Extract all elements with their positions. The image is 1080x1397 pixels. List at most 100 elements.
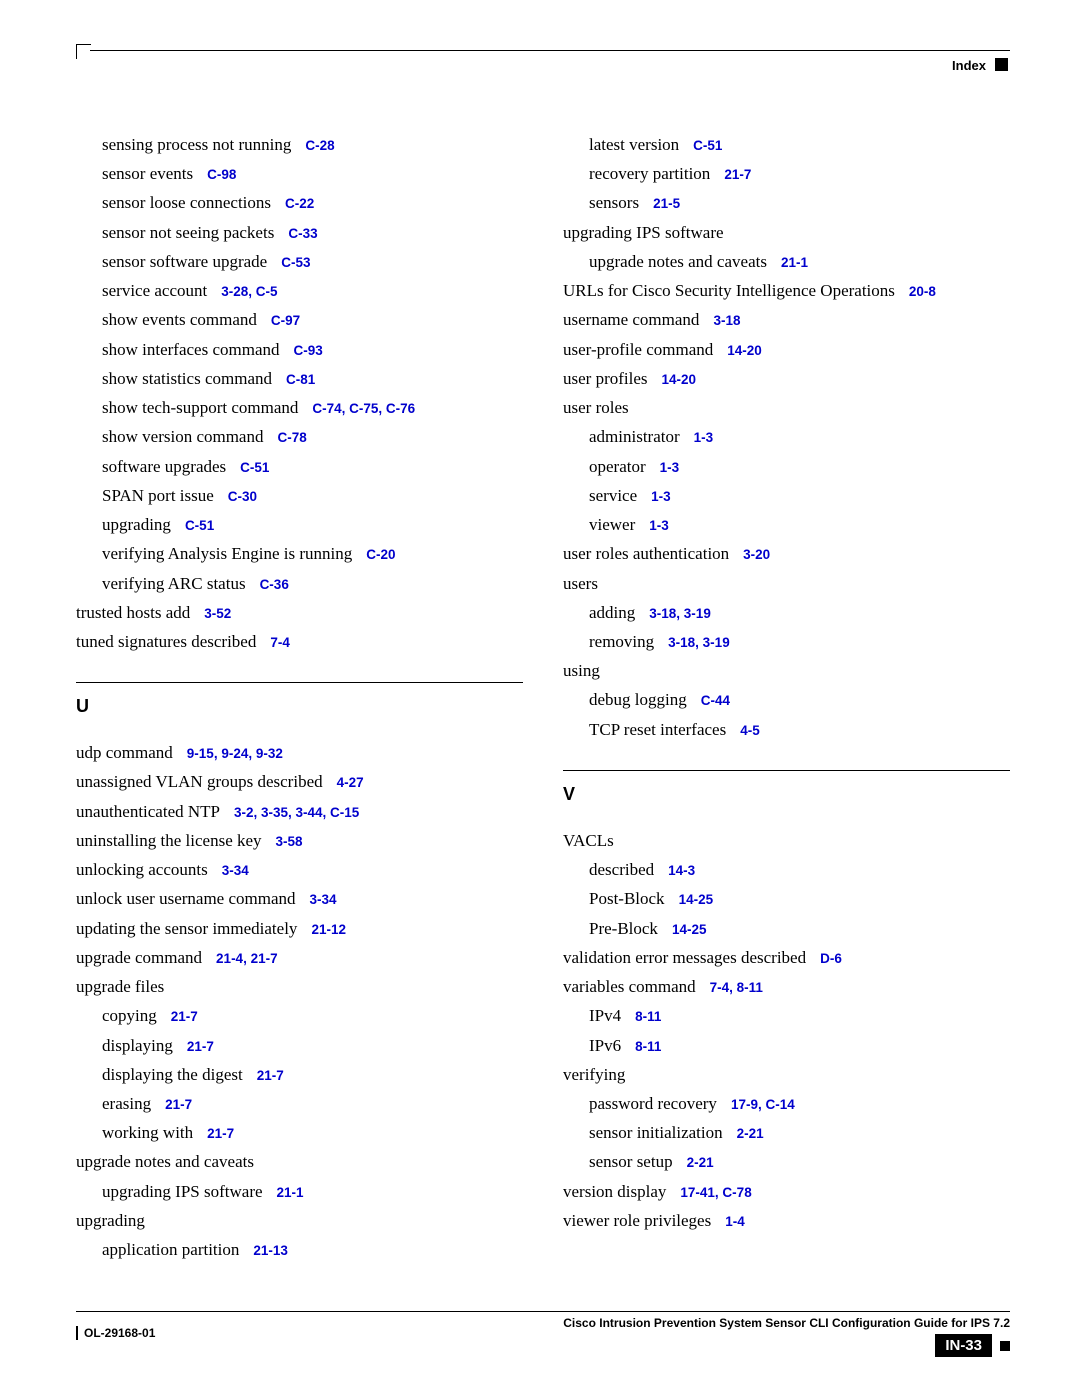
entry-text: software upgrades bbox=[102, 457, 226, 476]
page-ref-link[interactable]: 3-18 bbox=[713, 313, 740, 328]
page-ref-link[interactable]: 21-7 bbox=[724, 167, 751, 182]
index-entry: copying21-7 bbox=[76, 1001, 523, 1030]
page-ref-link[interactable]: C-20 bbox=[366, 547, 395, 562]
entry-text: show tech-support command bbox=[102, 398, 298, 417]
index-entry: upgrade command21-4, 21-7 bbox=[76, 943, 523, 972]
page-ref-link[interactable]: 21-12 bbox=[311, 922, 346, 937]
index-entry: unlocking accounts3-34 bbox=[76, 855, 523, 884]
page-ref-link[interactable]: C-22 bbox=[285, 196, 314, 211]
page-ref-link[interactable]: C-36 bbox=[260, 577, 289, 592]
page-ref-link[interactable]: C-81 bbox=[286, 372, 315, 387]
index-entry: users bbox=[563, 569, 1010, 598]
page-ref-link[interactable]: 17-9, C-14 bbox=[731, 1097, 795, 1112]
entry-text: uninstalling the license key bbox=[76, 831, 262, 850]
page-ref-link[interactable]: C-93 bbox=[294, 343, 323, 358]
index-entry: debug logging C-44 bbox=[563, 685, 1010, 714]
page-ref-link[interactable]: 3-34 bbox=[310, 892, 337, 907]
page-ref-link[interactable]: 4-27 bbox=[337, 775, 364, 790]
entry-text: IPv6 bbox=[589, 1036, 621, 1055]
page-ref-link[interactable]: C-28 bbox=[305, 138, 334, 153]
entry-text: password recovery bbox=[589, 1094, 717, 1113]
index-entry: uninstalling the license key 3-58 bbox=[76, 826, 523, 855]
page-ref-link[interactable]: 8-11 bbox=[635, 1039, 661, 1054]
page-ref-link[interactable]: 21-7 bbox=[257, 1068, 284, 1083]
page-ref-link[interactable]: 3-20 bbox=[743, 547, 770, 562]
page-ref-link[interactable]: 7-4 bbox=[270, 635, 290, 650]
entry-text: variables command bbox=[563, 977, 696, 996]
page-ref-link[interactable]: 1-3 bbox=[651, 489, 671, 504]
page-ref-link[interactable]: C-78 bbox=[277, 430, 306, 445]
entry-text: debug logging bbox=[589, 690, 687, 709]
index-entry: latest versionC-51 bbox=[563, 130, 1010, 159]
page-ref-link[interactable]: 9-15, 9-24, 9-32 bbox=[187, 746, 283, 761]
entry-text: sensor initialization bbox=[589, 1123, 723, 1142]
page-ref-link[interactable]: 7-4, 8-11 bbox=[710, 980, 763, 995]
page-ref-link[interactable]: 14-20 bbox=[662, 372, 697, 387]
page-ref-link[interactable]: 14-25 bbox=[679, 892, 714, 907]
entry-text: validation error messages described bbox=[563, 948, 806, 967]
page-number-square-icon bbox=[1000, 1341, 1010, 1351]
entry-text: sensor not seeing packets bbox=[102, 223, 274, 242]
content-area: sensing process not runningC-28sensor ev… bbox=[76, 130, 1010, 1287]
page-ref-link[interactable]: 1-3 bbox=[660, 460, 680, 475]
page-ref-link[interactable]: 3-28, C-5 bbox=[221, 284, 277, 299]
page-ref-link[interactable]: 2-21 bbox=[737, 1126, 764, 1141]
page-ref-link[interactable]: C-44 bbox=[701, 693, 730, 708]
page-ref-link[interactable]: 21-7 bbox=[171, 1009, 198, 1024]
page-ref-link[interactable]: C-51 bbox=[240, 460, 269, 475]
page-ref-link[interactable]: 21-7 bbox=[165, 1097, 192, 1112]
page-ref-link[interactable]: 3-52 bbox=[204, 606, 231, 621]
page-ref-link[interactable]: 14-3 bbox=[668, 863, 695, 878]
entry-text: TCP reset interfaces bbox=[589, 720, 726, 739]
index-entry: described14-3 bbox=[563, 855, 1010, 884]
page-ref-link[interactable]: 21-7 bbox=[207, 1126, 234, 1141]
page-ref-link[interactable]: 8-11 bbox=[635, 1009, 661, 1024]
page-ref-link[interactable]: 1-3 bbox=[649, 518, 669, 533]
guide-title: Cisco Intrusion Prevention System Sensor… bbox=[563, 1316, 1010, 1330]
page-ref-link[interactable]: 3-58 bbox=[276, 834, 303, 849]
page-ref-link[interactable]: D-6 bbox=[820, 951, 842, 966]
page-ref-link[interactable]: 1-3 bbox=[694, 430, 714, 445]
index-entry: service1-3 bbox=[563, 481, 1010, 510]
page-ref-link[interactable]: 21-1 bbox=[277, 1185, 304, 1200]
index-entry: upgrading IPS software bbox=[563, 218, 1010, 247]
entry-text: service account bbox=[102, 281, 207, 300]
entry-text: recovery partition bbox=[589, 164, 710, 183]
page-ref-link[interactable]: 14-25 bbox=[672, 922, 707, 937]
page-ref-link[interactable]: 21-1 bbox=[781, 255, 808, 270]
page-ref-link[interactable]: 17-41, C-78 bbox=[680, 1185, 751, 1200]
page-ref-link[interactable]: 14-20 bbox=[727, 343, 762, 358]
page-ref-link[interactable]: 3-18, 3-19 bbox=[668, 635, 730, 650]
page-ref-link[interactable]: C-30 bbox=[228, 489, 257, 504]
entry-text: unauthenticated NTP bbox=[76, 802, 220, 821]
page-ref-link[interactable]: C-97 bbox=[271, 313, 300, 328]
page-ref-link[interactable]: 4-5 bbox=[740, 723, 760, 738]
page-ref-link[interactable]: 21-7 bbox=[187, 1039, 214, 1054]
page-ref-link[interactable]: 3-2, 3-35, 3-44, C-15 bbox=[234, 805, 359, 820]
page-ref-link[interactable]: C-98 bbox=[207, 167, 236, 182]
page-ref-link[interactable]: 3-34 bbox=[222, 863, 249, 878]
index-entry: user roles authentication 3-20 bbox=[563, 539, 1010, 568]
page-ref-link[interactable]: C-51 bbox=[693, 138, 722, 153]
entry-text: verifying ARC status bbox=[102, 574, 246, 593]
entry-text: user roles authentication bbox=[563, 544, 729, 563]
page-ref-link[interactable]: 21-5 bbox=[653, 196, 680, 211]
page-ref-link[interactable]: C-74, C-75, C-76 bbox=[312, 401, 415, 416]
entry-text: Post-Block bbox=[589, 889, 665, 908]
page-ref-link[interactable]: 20-8 bbox=[909, 284, 936, 299]
page-ref-link[interactable]: 1-4 bbox=[725, 1214, 745, 1229]
index-entry: SPAN port issueC-30 bbox=[76, 481, 523, 510]
page-ref-link[interactable]: C-53 bbox=[281, 255, 310, 270]
page-ref-link[interactable]: 21-4, 21-7 bbox=[216, 951, 278, 966]
index-entry: service account 3-28, C-5 bbox=[76, 276, 523, 305]
index-entry: application partition21-13 bbox=[76, 1235, 523, 1264]
page-ref-link[interactable]: 3-18, 3-19 bbox=[649, 606, 711, 621]
page-ref-link[interactable]: C-33 bbox=[288, 226, 317, 241]
index-entry: Post-Block 14-25 bbox=[563, 884, 1010, 913]
page-ref-link[interactable]: 21-13 bbox=[253, 1243, 288, 1258]
index-entry: operator1-3 bbox=[563, 452, 1010, 481]
section-rule bbox=[563, 770, 1010, 771]
page-ref-link[interactable]: 2-21 bbox=[687, 1155, 714, 1170]
index-entry: upgrade files bbox=[76, 972, 523, 1001]
page-ref-link[interactable]: C-51 bbox=[185, 518, 214, 533]
